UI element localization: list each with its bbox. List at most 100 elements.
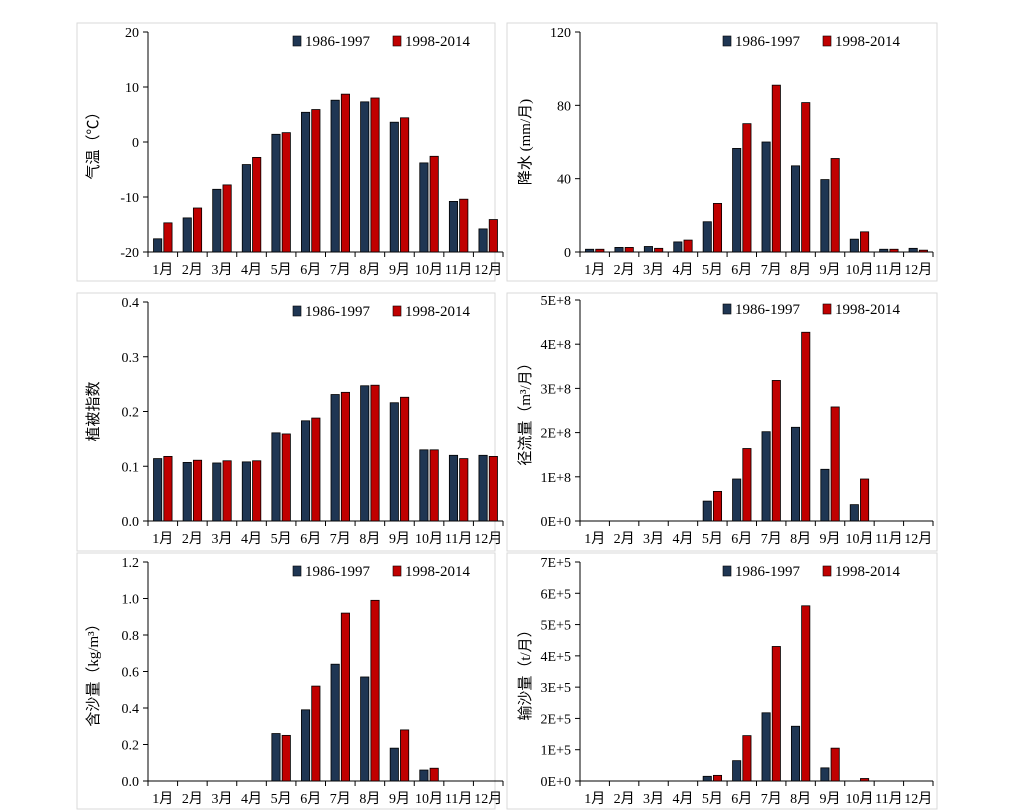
legend-label: 1998-2014: [405, 34, 470, 50]
x-tick-label: 12月: [904, 262, 932, 278]
bar-series-a-6: [301, 111, 311, 253]
bar-series-b-5: [281, 132, 291, 253]
bar-series-b-2: [192, 459, 203, 522]
x-tick-label: 6月: [300, 791, 321, 807]
bar-series-b-10: [429, 449, 439, 522]
bar-series-b-10: [860, 778, 870, 782]
bar-series-a-7: [330, 394, 340, 522]
bar-series-b-3: [654, 247, 664, 253]
x-tick-label: 2月: [182, 791, 203, 807]
bar-series-a-9: [389, 747, 399, 782]
y-tick-label: 6E+5: [541, 587, 571, 602]
x-tick-label: 6月: [300, 531, 321, 547]
x-tick-label: 10月: [415, 262, 443, 278]
y-tick-label: 0.0: [122, 515, 140, 530]
bar-series-a-6: [732, 148, 742, 253]
bar-series-b-5: [281, 433, 291, 522]
x-tick-label: 8月: [790, 262, 811, 278]
bar-series-b-7: [340, 391, 350, 522]
bar-series-b-11: [459, 458, 469, 522]
legend-swatch: [822, 35, 832, 47]
bar-series-b-8: [801, 102, 811, 253]
x-tick-label: 7月: [330, 531, 351, 547]
x-tick-label: 4月: [241, 262, 262, 278]
x-tick-label: 2月: [614, 531, 635, 547]
bar-series-b-9: [400, 729, 410, 782]
x-tick-label: 9月: [820, 262, 841, 278]
bar-series-a-7: [330, 663, 340, 782]
bar-series-b-6: [311, 685, 321, 782]
y-tick-label: 20: [125, 26, 139, 41]
y-tick-label: 3E+5: [541, 681, 571, 696]
legend-label: 1986-1997: [735, 302, 800, 318]
bar-series-a-7: [761, 712, 771, 782]
y-tick-label: 5E+8: [541, 294, 571, 309]
x-tick-label: 4月: [241, 791, 262, 807]
bar-series-a-9: [389, 121, 399, 253]
bar-series-b-4: [252, 156, 262, 253]
bar-series-a-1: [585, 248, 595, 253]
bar-series-b-8: [801, 605, 811, 782]
y-tick-label: 4E+5: [541, 650, 571, 665]
y-axis-label: 气温（℃）: [85, 104, 102, 179]
y-tick-label: 0.1: [122, 460, 140, 475]
legend-swatch: [722, 303, 732, 315]
x-tick-label: 12月: [904, 531, 932, 547]
bar-series-b-1: [163, 222, 173, 253]
chart-panel-runoff: 5E+8 4E+8 3E+8 2E+8 1E+8 0E+0 1月 2月 3月 4月 5月 6月 7月 8月…: [506, 292, 938, 552]
y-tick-label: 0: [132, 136, 139, 151]
bar-series-b-7: [771, 84, 781, 253]
bar-series-a-6: [732, 478, 742, 522]
bar-series-a-10: [849, 504, 859, 522]
y-tick-label: 1E+5: [541, 744, 571, 759]
legend-label: 1998-2014: [835, 34, 900, 50]
x-tick-label: 8月: [359, 791, 380, 807]
x-tick-label: 5月: [702, 262, 723, 278]
bar-series-b-10: [860, 478, 870, 522]
y-tick-label: 10: [125, 81, 139, 96]
x-tick-label: 2月: [614, 791, 635, 807]
bar-series-b-4: [252, 460, 262, 522]
x-tick-label: 7月: [330, 262, 351, 278]
x-tick-label: 11月: [875, 262, 902, 278]
y-tick-label: 2E+8: [541, 427, 571, 442]
x-tick-label: 2月: [614, 262, 635, 278]
bar-series-a-2: [182, 217, 192, 253]
y-tick-label: -10: [120, 191, 139, 206]
x-tick-label: 3月: [643, 531, 664, 547]
x-tick-label: 1月: [584, 262, 605, 278]
bar-series-b-7: [340, 93, 350, 253]
y-tick-label: 80: [557, 99, 571, 114]
x-tick-label: 5月: [702, 531, 723, 547]
x-tick-label: 12月: [904, 791, 932, 807]
y-tick-label: 7E+5: [541, 556, 571, 571]
y-axis-label: 降水 (mm/月): [517, 99, 534, 185]
x-tick-label: 9月: [389, 531, 410, 547]
bar-series-b-5: [712, 203, 723, 253]
y-tick-label: 1.2: [122, 556, 140, 571]
legend-swatch: [292, 305, 302, 317]
x-tick-label: 6月: [731, 262, 752, 278]
bar-series-a-5: [271, 733, 281, 782]
y-tick-label: 5E+5: [541, 619, 571, 634]
legend-label: 1986-1997: [735, 34, 800, 50]
x-tick-label: 8月: [790, 531, 811, 547]
chart-panel-precipitation: 120 80 40 0 1月 2月 3月 4月 5月 6月 7月 8月 9月 10月 11月 12月 降水 (m…: [506, 22, 938, 282]
x-tick-label: 1月: [152, 262, 173, 278]
x-tick-label: 11月: [875, 531, 902, 547]
legend-label: 1986-1997: [305, 34, 370, 50]
x-tick-label: 10月: [845, 791, 873, 807]
bar-series-b-9: [400, 396, 410, 522]
bar-series-a-10: [419, 769, 429, 782]
bar-series-b-5: [712, 774, 723, 782]
bar-series-a-7: [761, 431, 771, 522]
bar-series-a-6: [301, 420, 311, 522]
x-tick-label: 11月: [875, 791, 902, 807]
x-tick-label: 9月: [389, 791, 410, 807]
y-tick-label: 0.4: [122, 702, 140, 717]
x-tick-label: 10月: [415, 531, 443, 547]
y-tick-label: 0.0: [122, 775, 140, 790]
y-axis-label: 含沙量（kg/m³）: [85, 616, 102, 726]
bar-series-a-6: [732, 760, 742, 782]
bar-series-b-1: [595, 248, 605, 253]
